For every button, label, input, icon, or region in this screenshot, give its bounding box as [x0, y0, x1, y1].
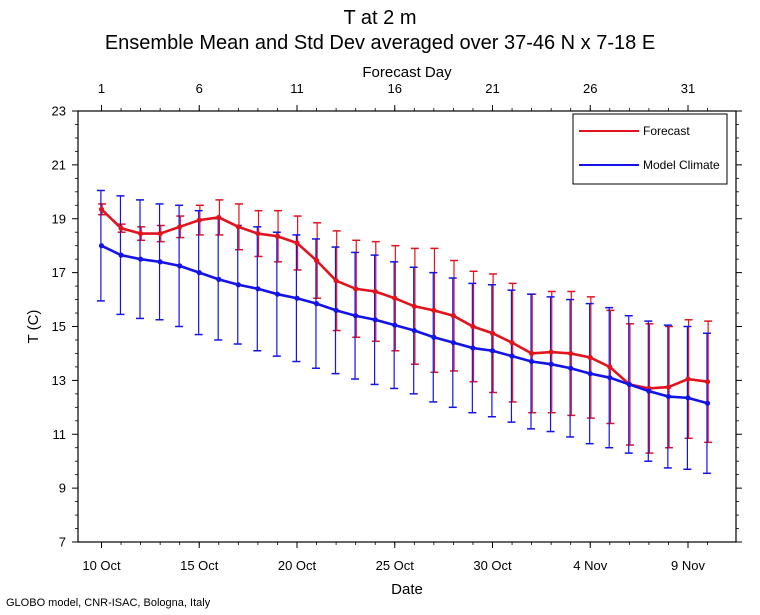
- x-tick-label: 15 Oct: [180, 558, 219, 573]
- forecast-point: [333, 278, 339, 284]
- x-top-tick-label: 11: [290, 81, 304, 96]
- model-climate-point: [392, 322, 398, 328]
- forecast-point: [607, 364, 613, 370]
- model-climate-point: [255, 286, 261, 292]
- model-climate-point: [157, 259, 163, 265]
- y-tick-label: 11: [53, 427, 67, 442]
- forecast-point: [665, 384, 672, 390]
- model-climate-point: [470, 345, 476, 351]
- forecast-point: [704, 379, 711, 385]
- model-climate-point: [411, 327, 417, 334]
- model-climate-point: [489, 348, 496, 354]
- forecast-point: [392, 295, 398, 301]
- forecast-point: [118, 225, 124, 231]
- model-climate-line: [100, 244, 708, 405]
- y-tick-label: 7: [59, 535, 66, 550]
- model-climate-point: [274, 291, 281, 297]
- model-climate-point: [216, 276, 222, 282]
- credit-text: GLOBO model, CNR-ISAC, Bologna, Italy: [6, 597, 211, 609]
- model-climate-point: [529, 358, 535, 365]
- chart-title: T at 2 m: [343, 7, 417, 29]
- y-tick-label: 9: [59, 481, 66, 496]
- y-tick-label: 13: [52, 373, 66, 388]
- x-top-axis-label: Forecast Day: [362, 64, 452, 81]
- forecast-point: [216, 214, 222, 221]
- x-top-tick-label: 31: [681, 81, 695, 96]
- y-axis-label: T (C): [25, 310, 42, 344]
- x-tick-label: 4 Nov: [573, 558, 607, 573]
- forecast-point: [177, 224, 183, 230]
- forecast-point: [98, 206, 105, 212]
- forecast-point: [353, 286, 359, 292]
- model-climate-point: [509, 353, 515, 359]
- forecast-point: [685, 376, 691, 382]
- x-tick-label: 25 Oct: [376, 558, 415, 573]
- x-top-tick-label: 26: [583, 81, 597, 96]
- x-tick-label: 9 Nov: [671, 558, 705, 573]
- model-climate-point: [294, 295, 300, 301]
- y-tick-label: 17: [52, 265, 66, 280]
- x-tick-label: 30 Oct: [473, 558, 512, 573]
- y-tick-label: 21: [52, 157, 66, 172]
- y-tick-label: 23: [52, 104, 66, 119]
- forecast-point: [450, 313, 456, 319]
- forecast-point: [157, 230, 163, 237]
- forecast-point: [470, 323, 476, 330]
- forecast-point: [489, 330, 496, 336]
- legend-forecast-label: Forecast: [643, 124, 690, 138]
- model-climate-point: [646, 388, 652, 394]
- model-climate-point: [587, 371, 593, 377]
- model-climate-point: [98, 243, 105, 249]
- legend-model-climate-label: Model Climate: [643, 158, 720, 172]
- model-climate-point: [450, 340, 456, 346]
- model-climate-point: [138, 256, 144, 262]
- model-climate-point: [665, 393, 672, 400]
- forecast-point: [529, 350, 535, 357]
- x-axis-label: Date: [391, 581, 423, 598]
- forecast-point: [235, 224, 241, 230]
- forecast-point: [411, 303, 417, 309]
- model-climate-point: [118, 252, 124, 258]
- model-climate-point: [568, 365, 574, 371]
- x-tick-label: 10 Oct: [82, 558, 121, 573]
- forecast-point: [274, 233, 281, 239]
- model-climate-point: [353, 313, 359, 319]
- x-top-tick-label: 21: [485, 81, 499, 96]
- forecast-point: [509, 340, 515, 346]
- forecast-point: [431, 307, 437, 313]
- forecast-point: [587, 354, 593, 361]
- model-climate-point: [313, 301, 320, 307]
- forecast-line: [100, 208, 708, 390]
- forecast-point: [568, 350, 574, 357]
- model-climate-point: [685, 395, 691, 401]
- forecast-point: [313, 257, 320, 264]
- x-top-tick-label: 16: [388, 81, 402, 96]
- y-tick-label: 19: [52, 211, 66, 226]
- forecast-point: [372, 288, 378, 295]
- x-tick-label: 20 Oct: [278, 558, 317, 573]
- x-top-tick-label: 6: [196, 81, 203, 96]
- legend-box: [572, 113, 728, 185]
- chart-subtitle: Ensemble Mean and Std Dev averaged over …: [104, 32, 656, 54]
- model-climate-point: [548, 361, 554, 367]
- model-climate-point: [372, 317, 378, 323]
- model-climate-point: [607, 375, 613, 381]
- forecast-point: [196, 217, 202, 223]
- model-climate-point: [431, 334, 437, 340]
- model-climate-point: [704, 400, 711, 406]
- x-top-tick-label: 1: [98, 81, 105, 96]
- forecast-point: [294, 240, 300, 246]
- y-tick-label: 15: [52, 319, 66, 334]
- forecast-point: [138, 230, 144, 237]
- model-climate-point: [235, 282, 241, 288]
- forecast-point: [255, 230, 261, 237]
- model-climate-point: [333, 307, 339, 313]
- model-climate-point: [177, 263, 183, 269]
- model-climate-point: [196, 270, 202, 276]
- model-climate-point: [626, 381, 632, 388]
- forecast-point: [548, 349, 554, 355]
